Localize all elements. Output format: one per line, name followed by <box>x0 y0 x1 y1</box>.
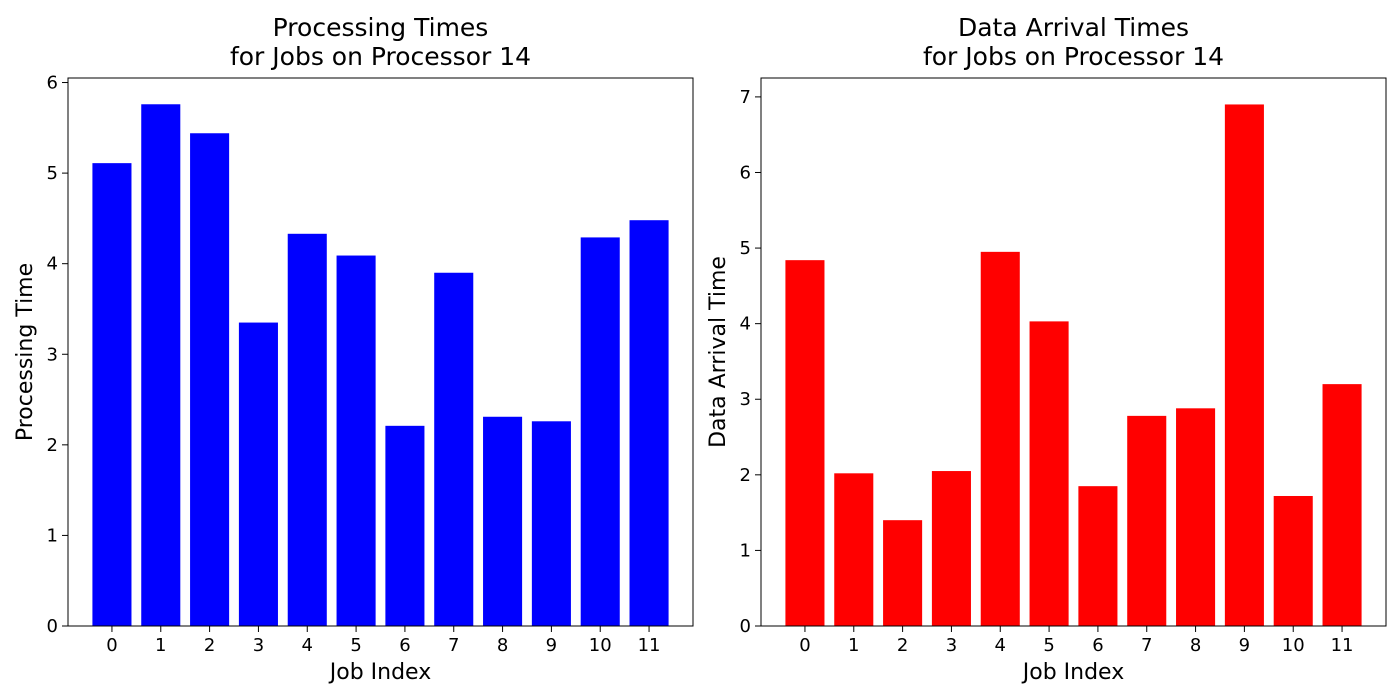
x-tick-label: 9 <box>546 635 557 656</box>
chart-title-line-0: Processing Times <box>273 13 489 42</box>
y-tick-label: 1 <box>740 540 751 561</box>
x-tick-label: 4 <box>995 635 1006 656</box>
chart-panel-0: 0 1 2 3 4 5 6 7 8 9 10 11 0 1 2 3 4 5 6 Processing Timesfor… <box>13 13 694 685</box>
x-tick-label: 7 <box>1141 635 1152 656</box>
y-tick-label: 1 <box>47 525 58 546</box>
x-tick-label: 4 <box>302 635 313 656</box>
bar-job-8 <box>483 416 523 626</box>
y-tick-label: 4 <box>740 314 751 335</box>
bar-job-0 <box>92 163 132 626</box>
x-tick-label: 0 <box>106 635 117 656</box>
bar-job-1 <box>834 473 874 626</box>
x-tick-label: 3 <box>946 635 957 656</box>
x-tick-label: 5 <box>350 635 361 656</box>
y-tick-label: 5 <box>47 163 58 184</box>
bar-job-10 <box>580 237 620 626</box>
x-tick-label: 6 <box>1092 635 1103 656</box>
y-tick-label: 4 <box>47 254 58 275</box>
bar-job-8 <box>1176 408 1216 626</box>
y-tick-label: 7 <box>740 87 751 108</box>
x-tick-label: 10 <box>589 635 612 656</box>
x-tick-label: 11 <box>638 635 661 656</box>
y-tick-label: 3 <box>47 344 58 365</box>
y-tick-label: 2 <box>47 435 58 456</box>
x-tick-label: 8 <box>497 635 508 656</box>
bar-job-11 <box>629 220 669 627</box>
bar-job-10 <box>1273 495 1313 626</box>
bar-job-4 <box>287 233 327 626</box>
y-axis-label: Data Arrival Time <box>706 256 731 448</box>
bar-job-3 <box>238 322 278 626</box>
bar-job-5 <box>336 255 376 627</box>
bar-job-9 <box>531 421 571 626</box>
bar-job-2 <box>883 520 923 626</box>
chart-title-line-1: for Jobs on Processor 14 <box>923 42 1224 71</box>
bar-job-0 <box>785 260 825 626</box>
x-tick-label: 1 <box>848 635 859 656</box>
chart-panel-1: 0 1 2 3 4 5 6 7 8 9 10 11 0 1 2 3 4 5 6 7 Data Arrival Times… <box>706 13 1387 685</box>
bar-job-9 <box>1224 104 1264 626</box>
chart-title-line-0: Data Arrival Times <box>958 13 1189 42</box>
x-tick-label: 11 <box>1331 635 1354 656</box>
plot-frame <box>760 77 1387 627</box>
x-tick-label: 9 <box>1239 635 1250 656</box>
x-tick-label: 8 <box>1190 635 1201 656</box>
y-tick-label: 2 <box>740 465 751 486</box>
bar-job-3 <box>931 471 971 626</box>
bar-job-2 <box>190 133 230 626</box>
x-tick-label: 1 <box>155 635 166 656</box>
bar-job-7 <box>1127 415 1167 626</box>
y-tick-label: 0 <box>47 616 58 637</box>
y-axis-label: Processing Time <box>13 263 38 441</box>
x-tick-label: 5 <box>1043 635 1054 656</box>
x-tick-label: 10 <box>1282 635 1305 656</box>
bar-job-5 <box>1029 321 1069 626</box>
x-tick-label: 3 <box>253 635 264 656</box>
x-tick-label: 0 <box>799 635 810 656</box>
bar-job-6 <box>1078 486 1118 626</box>
chart-title-line-1: for Jobs on Processor 14 <box>230 42 531 71</box>
y-tick-label: 6 <box>47 73 58 94</box>
bar-job-11 <box>1322 384 1362 626</box>
x-tick-label: 6 <box>399 635 410 656</box>
x-axis-label: Job Index <box>328 660 431 685</box>
bar-job-4 <box>980 251 1020 627</box>
y-tick-label: 0 <box>740 616 751 637</box>
x-tick-label: 2 <box>204 635 215 656</box>
bar-job-6 <box>385 425 425 626</box>
bar-job-1 <box>141 104 181 627</box>
plot-frame <box>67 77 694 627</box>
y-tick-label: 6 <box>740 162 751 183</box>
bar-job-7 <box>434 272 474 626</box>
y-tick-label: 5 <box>740 238 751 259</box>
x-tick-label: 7 <box>448 635 459 656</box>
x-axis-label: Job Index <box>1021 660 1124 685</box>
x-tick-label: 2 <box>897 635 908 656</box>
y-tick-label: 3 <box>740 389 751 410</box>
